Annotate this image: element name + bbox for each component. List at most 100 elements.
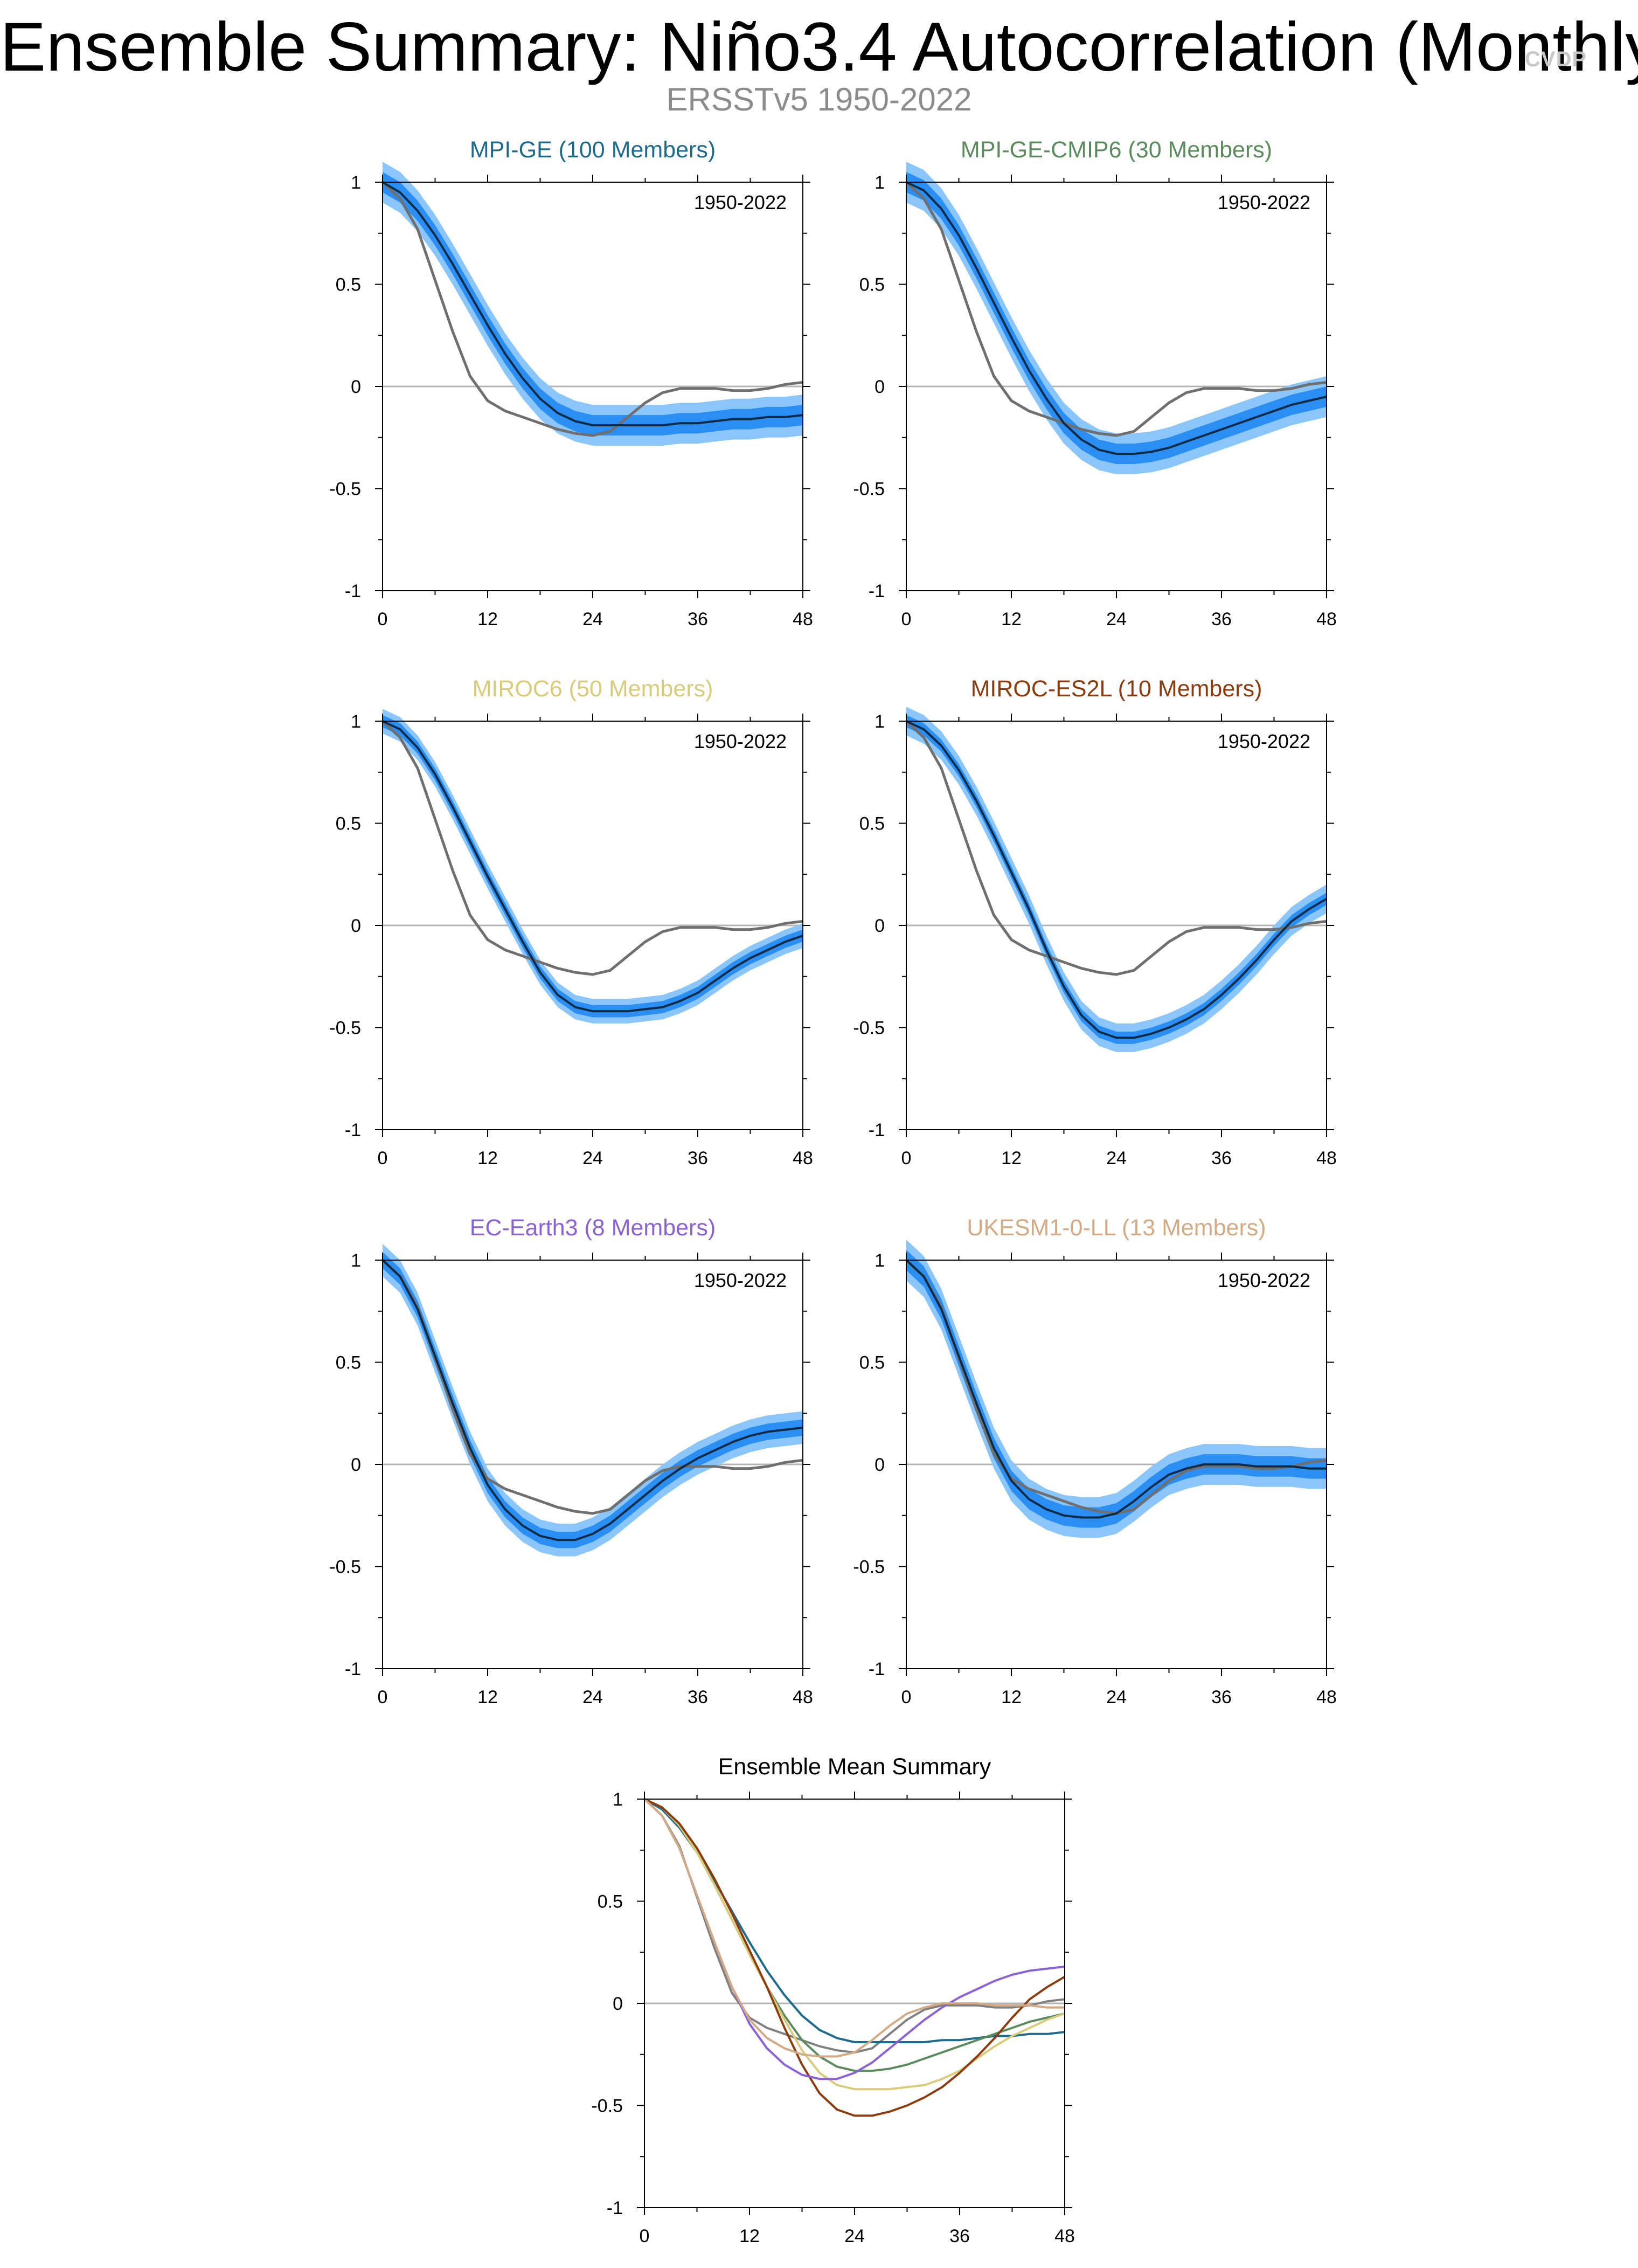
period-label: 1950-2022 (694, 730, 787, 752)
ensemble-mean-line (906, 720, 1328, 1039)
period-label: 1950-2022 (1218, 730, 1310, 752)
x-tick-label: 12 (1001, 1687, 1022, 1707)
y-tick-label: -0.5 (591, 2096, 623, 2117)
outer-spread-band (906, 707, 1327, 1052)
y-tick-label: 0.5 (859, 1353, 885, 1373)
panel-title: EC-Earth3 (8 Members) (470, 1215, 716, 1241)
x-tick-label: 0 (378, 1687, 388, 1707)
y-tick-label: -1 (869, 581, 885, 601)
series-line (643, 1798, 1065, 2058)
y-tick-label: 1 (351, 711, 361, 732)
x-tick-label: 12 (477, 1687, 498, 1707)
y-tick-label: 0.5 (336, 814, 361, 834)
inner-spread-band (906, 1250, 1327, 1528)
x-tick-label: 48 (793, 1687, 813, 1707)
y-tick-label: 0.5 (336, 275, 361, 295)
x-tick-label: 48 (1316, 609, 1337, 630)
x-tick-label: 24 (1106, 1687, 1127, 1707)
watermark: CVDP (1525, 47, 1587, 71)
y-tick-label: -1 (345, 581, 361, 601)
y-tick-label: -1 (869, 1659, 885, 1679)
outer-spread-band (383, 709, 803, 1024)
y-tick-label: -0.5 (853, 479, 885, 500)
chart-panel-3: MIROC6 (50 Members) 1950-2022 1 0.5 0 -0.5 -1 0… (329, 676, 813, 1168)
x-tick-label: 0 (378, 609, 388, 630)
x-tick-label: 36 (688, 609, 708, 630)
panel-title: MPI-GE (100 Members) (470, 137, 716, 163)
x-tick-label: 48 (1316, 1148, 1337, 1168)
chart-panel-6: UKESM1-0-LL (13 Members) 1950-2022 1 0.5 0 -0… (853, 1215, 1337, 1707)
inner-spread-band (906, 172, 1327, 464)
x-tick-label: 12 (1001, 609, 1022, 630)
y-tick-label: -0.5 (329, 1018, 361, 1039)
observed-line (381, 181, 803, 437)
x-tick-label: 36 (1211, 1687, 1232, 1707)
y-tick-label: 0.5 (598, 1892, 623, 1912)
x-tick-label: 48 (1054, 2226, 1075, 2246)
observed-line (381, 720, 803, 976)
ensemble-mean-line (906, 181, 1327, 455)
y-tick-label: -1 (607, 2198, 623, 2218)
y-tick-label: -0.5 (329, 1557, 361, 1578)
ensemble-mean-line (382, 720, 803, 1013)
inner-spread-band (383, 172, 803, 435)
observed-line (381, 1259, 803, 1515)
x-tick-label: 24 (582, 1148, 603, 1168)
x-tick-label: 0 (901, 1148, 912, 1168)
period-label: 1950-2022 (694, 191, 787, 213)
panel-title: MIROC6 (50 Members) (473, 676, 713, 702)
y-tick-label: 0 (874, 1455, 885, 1475)
y-tick-label: -1 (345, 1659, 361, 1679)
x-tick-label: 48 (793, 609, 813, 630)
x-tick-label: 36 (949, 2226, 970, 2246)
observed-line (905, 720, 1327, 976)
y-tick-label: 0 (351, 1455, 361, 1475)
chart-panel-7: Ensemble Mean Summary 1 0.5 0 -0.5 -1 0 12 24 36 4… (591, 1754, 1075, 2246)
x-tick-label: 24 (844, 2226, 865, 2246)
y-tick-label: 0 (874, 916, 885, 936)
inner-spread-band (906, 715, 1327, 1044)
y-tick-label: -1 (345, 1120, 361, 1140)
y-tick-label: -0.5 (853, 1018, 885, 1039)
x-tick-label: 0 (901, 609, 912, 630)
y-tick-label: 1 (351, 1250, 361, 1271)
panel-title: Ensemble Mean Summary (718, 1754, 991, 1780)
y-tick-label: 0.5 (336, 1353, 361, 1373)
chart-panel-2: MPI-GE-CMIP6 (30 Members)1950-202210.50-… (853, 137, 1337, 630)
x-tick-label: 12 (739, 2226, 760, 2246)
x-tick-label: 24 (582, 609, 603, 630)
y-tick-label: -0.5 (329, 479, 361, 500)
y-tick-label: 1 (874, 172, 885, 193)
series-line (644, 1798, 1065, 2091)
x-tick-label: 24 (1106, 1148, 1127, 1168)
x-tick-label: 24 (1106, 609, 1127, 630)
ensemble-mean-line (905, 1259, 1327, 1519)
y-tick-label: -0.5 (853, 1557, 885, 1578)
y-tick-label: 0 (351, 916, 361, 936)
ensemble-mean-line (381, 181, 803, 426)
x-tick-label: 36 (688, 1148, 708, 1168)
x-tick-label: 36 (1211, 609, 1232, 630)
x-tick-label: 48 (793, 1148, 813, 1168)
x-tick-label: 0 (640, 2226, 650, 2246)
panel-title: MIROC-ES2L (10 Members) (971, 676, 1262, 702)
page-subtitle: ERSSTv5 1950-2022 (666, 81, 972, 117)
y-tick-label: 0 (613, 1994, 623, 2014)
x-tick-label: 48 (1316, 1687, 1337, 1707)
page-title: Ensemble Summary: Niño3.4 Autocorrelatio… (0, 9, 1638, 86)
x-tick-label: 0 (901, 1687, 912, 1707)
x-tick-label: 12 (477, 1148, 498, 1168)
y-tick-label: 0.5 (859, 814, 885, 834)
chart-panel-4: MIROC-ES2L (10 Members) 1950-2022 1 0.5 0 -0.… (853, 676, 1337, 1168)
panel-title: MPI-GE-CMIP6 (30 Members) (961, 137, 1272, 163)
y-tick-label: 0.5 (859, 275, 885, 295)
y-tick-label: 1 (613, 1789, 623, 1810)
y-tick-label: 0 (874, 377, 885, 397)
x-tick-label: 36 (1211, 1148, 1232, 1168)
y-tick-label: -1 (869, 1120, 885, 1140)
period-label: 1950-2022 (1218, 191, 1310, 213)
period-label: 1950-2022 (1218, 1269, 1310, 1291)
observed-line (905, 181, 1327, 437)
y-tick-label: 1 (874, 1250, 885, 1271)
